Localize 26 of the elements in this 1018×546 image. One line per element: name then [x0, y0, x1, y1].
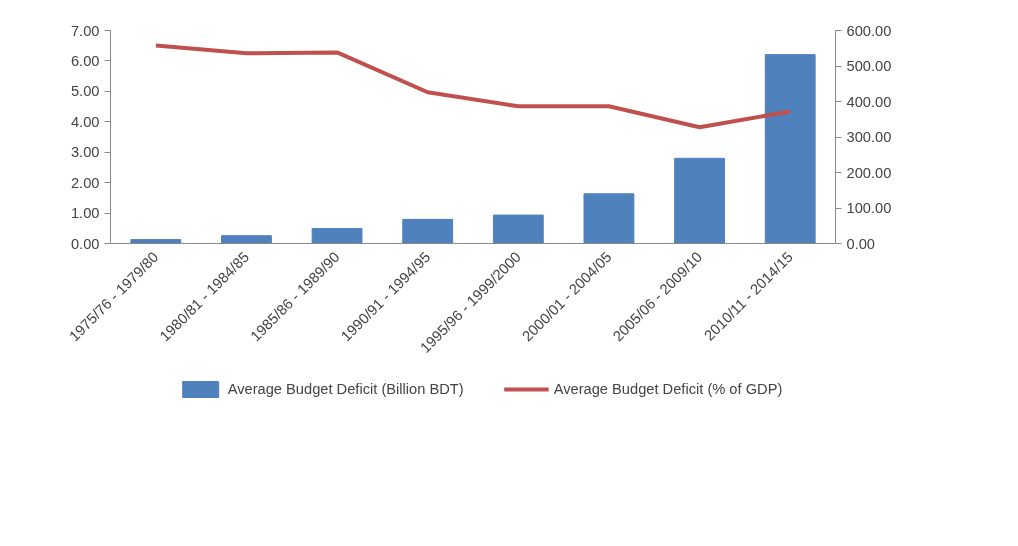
y2-tick-label: 500.00: [846, 58, 892, 74]
bar: [221, 235, 272, 244]
bar: [402, 218, 454, 244]
y-tick-label: 1.00: [70, 205, 100, 222]
y2-tick-label: 0.00: [846, 235, 876, 252]
legend-label: Average Budget Deficit (Billion BDT): [227, 381, 464, 397]
y-tick-label: 4.00: [70, 113, 100, 130]
y-tick-label: 6.00: [70, 52, 100, 69]
bar: [311, 228, 363, 244]
y2-tick-label: 100.00: [846, 200, 892, 216]
bar: [674, 157, 725, 244]
y2-tick-label: 200.00: [846, 164, 892, 181]
line-series: [153, 43, 793, 130]
bar: [130, 239, 182, 244]
y-tick-label: 5.00: [70, 83, 100, 100]
y2-tick-label: 600.00: [846, 22, 892, 39]
y-tick-label: 2.00: [70, 174, 100, 191]
y-tick-label: 0.00: [70, 235, 100, 252]
bar: [583, 193, 635, 244]
y-tick-label: 3.00: [70, 144, 100, 161]
y-tick-label: 7.00: [70, 22, 100, 39]
bar: [492, 214, 544, 244]
legend-label: Average Budget Deficit (% of GDP): [553, 381, 783, 397]
y2-tick-label: 300.00: [846, 129, 892, 145]
y2-tick-label: 400.00: [846, 93, 892, 110]
bar: [764, 54, 816, 244]
